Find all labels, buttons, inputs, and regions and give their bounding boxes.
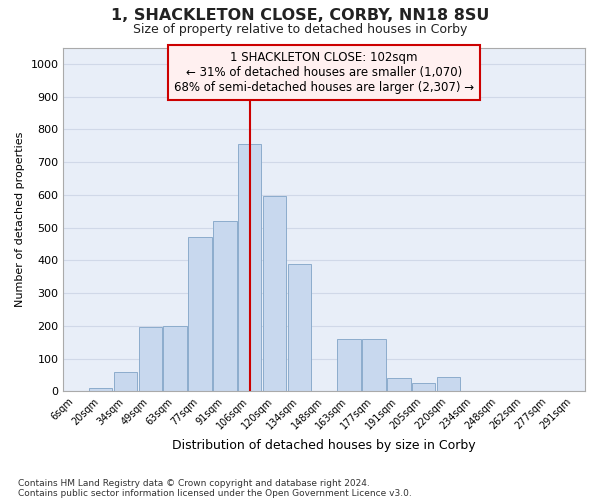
Bar bbox=[362, 339, 386, 392]
Y-axis label: Number of detached properties: Number of detached properties bbox=[15, 132, 25, 307]
X-axis label: Distribution of detached houses by size in Corby: Distribution of detached houses by size … bbox=[172, 440, 476, 452]
Bar bbox=[188, 238, 212, 392]
Text: 1, SHACKLETON CLOSE, CORBY, NN18 8SU: 1, SHACKLETON CLOSE, CORBY, NN18 8SU bbox=[111, 8, 489, 22]
Bar bbox=[387, 378, 410, 392]
Bar bbox=[163, 326, 187, 392]
Bar bbox=[89, 388, 112, 392]
Bar bbox=[213, 221, 236, 392]
Bar bbox=[263, 196, 286, 392]
Bar bbox=[337, 339, 361, 392]
Bar bbox=[437, 376, 460, 392]
Bar bbox=[287, 264, 311, 392]
Bar bbox=[238, 144, 262, 392]
Bar bbox=[114, 372, 137, 392]
Bar bbox=[412, 383, 436, 392]
Text: Size of property relative to detached houses in Corby: Size of property relative to detached ho… bbox=[133, 22, 467, 36]
Text: 1 SHACKLETON CLOSE: 102sqm
← 31% of detached houses are smaller (1,070)
68% of s: 1 SHACKLETON CLOSE: 102sqm ← 31% of deta… bbox=[174, 51, 474, 94]
Text: Contains public sector information licensed under the Open Government Licence v3: Contains public sector information licen… bbox=[18, 488, 412, 498]
Text: Contains HM Land Registry data © Crown copyright and database right 2024.: Contains HM Land Registry data © Crown c… bbox=[18, 478, 370, 488]
Bar bbox=[139, 328, 162, 392]
